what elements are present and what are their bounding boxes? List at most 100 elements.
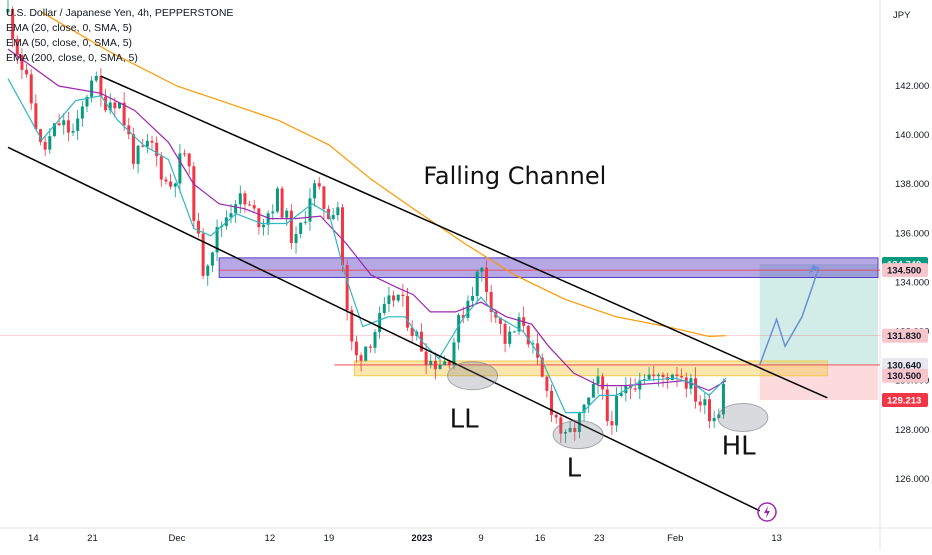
candle <box>48 136 52 150</box>
candle <box>503 323 507 344</box>
candle <box>443 361 447 366</box>
projection-path <box>758 267 820 366</box>
ema50-line <box>7 48 727 392</box>
candle <box>303 221 307 223</box>
projection-arrow <box>808 264 819 274</box>
candle <box>573 427 577 433</box>
candle <box>461 315 465 318</box>
candle <box>15 39 19 56</box>
y-tick-label: 134.000 <box>895 277 929 288</box>
candle <box>452 342 456 365</box>
candle <box>550 390 554 415</box>
candle <box>354 341 358 356</box>
candle <box>229 213 233 218</box>
x-tick-label: 23 <box>594 533 605 544</box>
candle <box>712 418 716 422</box>
candle <box>308 198 312 222</box>
chart-title: Falling Channel <box>423 162 606 190</box>
candle <box>248 204 252 206</box>
y-tick-label: 140.000 <box>895 130 929 141</box>
candle <box>396 294 400 301</box>
y-tick-label: 138.000 <box>895 179 929 190</box>
price-tag <box>882 263 928 278</box>
candle <box>457 315 461 343</box>
candle <box>187 153 191 167</box>
candle <box>71 130 75 133</box>
x-tick-label: 19 <box>324 533 335 544</box>
x-tick-label: 14 <box>28 533 39 544</box>
x-tick-label: 16 <box>535 533 546 544</box>
candle <box>410 327 414 336</box>
candle <box>131 134 135 164</box>
candle <box>485 267 488 292</box>
ema20-line <box>7 78 727 414</box>
candle <box>591 383 595 398</box>
ema20-legend: EMA (20, close, 0, SMA, 5) <box>6 22 133 34</box>
candle <box>80 106 84 119</box>
candle <box>373 332 377 348</box>
candle <box>512 331 516 333</box>
candle <box>717 414 721 419</box>
x-tick-label: 21 <box>87 533 98 544</box>
x-tick-label: 9 <box>478 533 483 544</box>
candle <box>262 224 266 228</box>
candle <box>196 220 200 234</box>
candle <box>145 140 149 147</box>
candle <box>698 401 702 406</box>
channel-upper-line <box>100 75 828 399</box>
candle <box>378 313 382 333</box>
candle <box>113 102 117 109</box>
candle <box>721 383 725 415</box>
ema200-legend: EMA (200, close, 0, SMA, 5) <box>6 52 138 64</box>
candle <box>429 360 433 365</box>
candle <box>475 271 479 296</box>
candle <box>563 431 567 434</box>
candle <box>582 404 586 413</box>
candle <box>577 412 581 433</box>
candle <box>526 325 530 345</box>
candle <box>707 399 711 422</box>
pivot-label: L <box>567 453 582 483</box>
candle <box>85 96 89 107</box>
candle <box>159 156 163 180</box>
candle <box>368 346 372 348</box>
x-tick-label: Feb <box>667 533 683 544</box>
candle <box>11 8 15 40</box>
candle <box>289 210 293 243</box>
y-tick-label: 142.000 <box>895 81 929 92</box>
candle <box>619 393 623 397</box>
candle <box>670 374 674 381</box>
y-tick-label: 126.000 <box>895 474 929 485</box>
x-tick-label: 13 <box>771 533 782 544</box>
candle <box>57 123 61 126</box>
candle <box>178 153 182 184</box>
candle <box>540 357 544 377</box>
candle <box>192 166 196 221</box>
candle <box>615 396 619 426</box>
candle <box>647 374 651 380</box>
candle <box>164 179 168 182</box>
symbol-title: U.S. Dollar / Japanese Yen, 4h, PEPPERST… <box>6 7 234 19</box>
candle <box>340 207 344 266</box>
candle <box>596 376 600 384</box>
candle <box>694 378 698 402</box>
ema200-line <box>41 11 727 338</box>
candle <box>141 145 145 147</box>
candle <box>680 376 684 378</box>
candle <box>76 118 80 131</box>
pivot-label: HL <box>722 431 757 461</box>
candle <box>6 8 10 13</box>
candle <box>52 123 56 137</box>
candle <box>545 376 549 391</box>
candle <box>661 374 665 378</box>
candle <box>336 207 340 216</box>
candle <box>34 103 38 130</box>
x-tick-label: 12 <box>265 533 276 544</box>
candle <box>62 120 66 126</box>
candle <box>508 331 512 344</box>
lightning-icon[interactable] <box>757 502 777 522</box>
candle <box>238 193 242 205</box>
x-tick-label: Dec <box>168 533 185 544</box>
